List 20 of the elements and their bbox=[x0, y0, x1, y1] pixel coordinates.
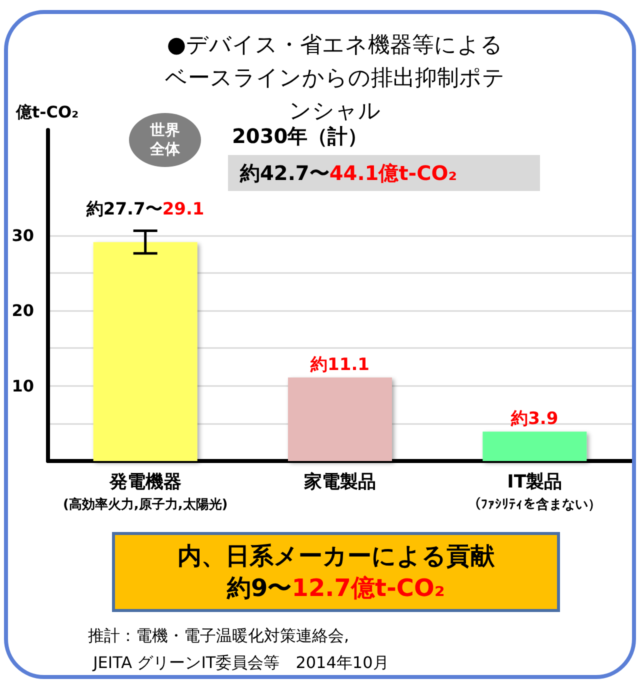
oval-badge: 世界全体 bbox=[129, 113, 201, 167]
y-tick-label: 20 bbox=[12, 301, 34, 320]
bar bbox=[93, 242, 198, 461]
annotation: 2030年（計） bbox=[232, 124, 368, 148]
data-label: 約27.7〜29.1 bbox=[85, 200, 204, 220]
data-label: 約3.9 bbox=[510, 409, 558, 430]
annotation: 約42.7〜44.1億t-CO₂ bbox=[240, 160, 458, 186]
text: 推計：電機・電子温暖化対策連絡会, JEITA グリーンIT委員会等 2014年10月 bbox=[88, 626, 389, 672]
total-box: 約42.7〜44.1億t-CO₂ bbox=[228, 155, 540, 191]
y-tick-label: 10 bbox=[12, 376, 34, 396]
x-tick-label: 家電製品 bbox=[303, 472, 376, 492]
data-label: 約11.1 bbox=[310, 355, 370, 375]
y-axis-title: 億t-CO₂ bbox=[15, 102, 79, 122]
bar bbox=[482, 432, 587, 461]
x-tick-label: 発電機器(高効率火力,原子力,太陽光) bbox=[62, 472, 228, 512]
bar bbox=[288, 378, 392, 461]
y-tick-label: 30 bbox=[12, 226, 34, 245]
contribution-box: 内、日系メーカーによる貢献約9〜12.7億t-CO₂ bbox=[112, 532, 560, 612]
x-tick-label: IT製品（ﾌｧｼﾘﾃｨを含まない） bbox=[468, 472, 602, 512]
annotation: 世界全体 bbox=[149, 121, 181, 159]
